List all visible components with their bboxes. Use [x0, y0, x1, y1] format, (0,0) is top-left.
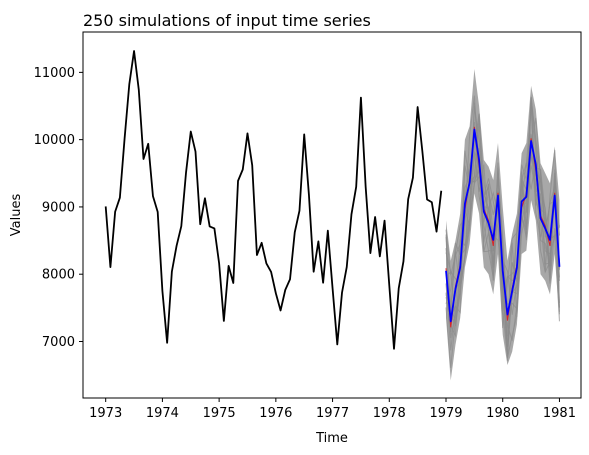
chart-title: 250 simulations of input time series	[83, 11, 371, 30]
x-tick-label: 1974	[146, 406, 179, 421]
y-axis: 7000 8000 9000 10000 11000	[34, 66, 83, 350]
x-tick-label: 1975	[203, 406, 236, 421]
forecast-mean-line	[445, 128, 561, 323]
x-tick-label: 1980	[486, 406, 519, 421]
x-tick-label: 1977	[316, 406, 349, 421]
x-axis: 1973 1974 1975 1976 1977 1978 1979 1980 1981	[89, 398, 576, 421]
y-axis-label: Values	[9, 194, 24, 237]
x-tick-label: 1981	[543, 406, 576, 421]
y-tick-label: 7000	[42, 335, 75, 350]
plot-area	[104, 50, 561, 381]
y-tick-label: 10000	[34, 133, 75, 148]
observed-series-line	[104, 50, 443, 350]
axes-frame	[82, 31, 582, 399]
y-tick-label: 8000	[42, 268, 75, 283]
y-tick-label: 11000	[34, 66, 75, 81]
simulation-trace	[445, 98, 560, 338]
x-tick-label: 1973	[89, 406, 122, 421]
x-axis-label: Time	[315, 431, 348, 446]
y-tick-label: 9000	[42, 200, 75, 215]
x-tick-label: 1976	[259, 406, 292, 421]
x-tick-label: 1978	[373, 406, 406, 421]
x-tick-label: 1979	[429, 406, 462, 421]
